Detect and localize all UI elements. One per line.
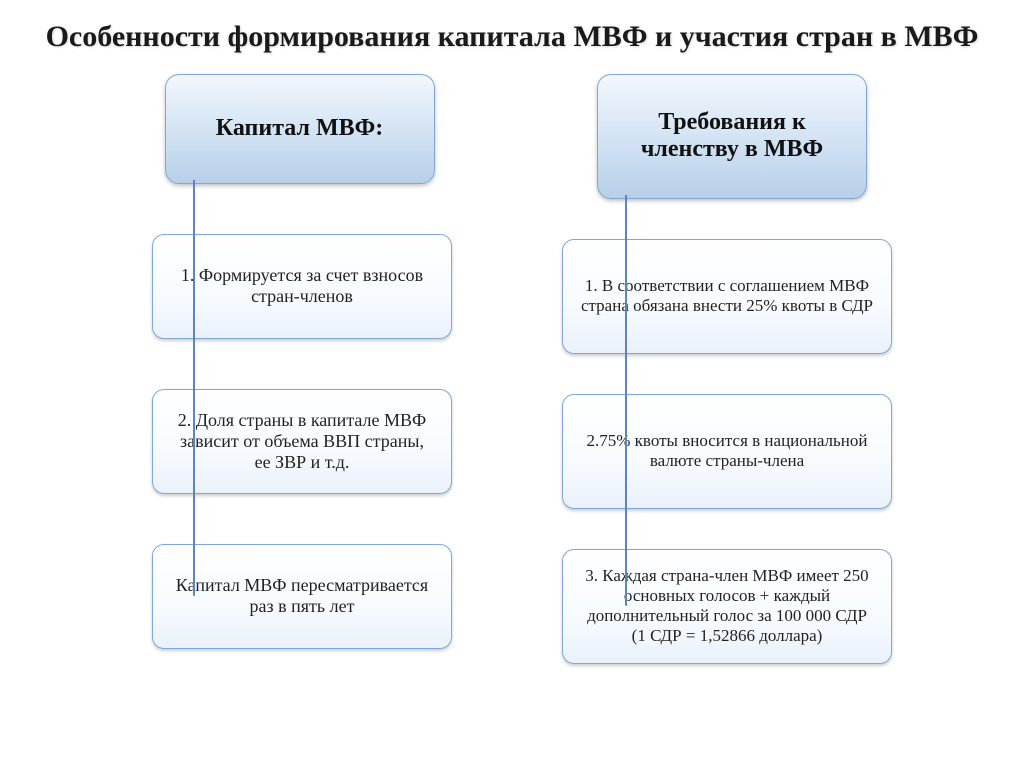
page-title: Особенности формирования капитала МВФ и … (0, 0, 1024, 64)
right-item: 2.75% квоты вносится в национальной валю… (562, 394, 892, 509)
right-connector (625, 195, 627, 607)
left-column: Капитал МВФ: 1. Формируется за счет взно… (142, 74, 442, 664)
left-header-box: Капитал МВФ: (165, 74, 435, 184)
right-item: 1. В соответствии с соглашением МВФ стра… (562, 239, 892, 354)
right-item: 3. Каждая страна-член МВФ имеет 250 осно… (562, 549, 892, 664)
left-item: 1. Формируется за счет взносов стран-чле… (152, 234, 452, 339)
right-header-label: Требования к членству в МВФ (616, 109, 848, 163)
left-connector (193, 180, 195, 597)
left-item-label: 1. Формируется за счет взносов стран-чле… (171, 265, 433, 307)
left-header-label: Капитал МВФ: (216, 115, 383, 142)
diagram-columns: Капитал МВФ: 1. Формируется за счет взно… (0, 64, 1024, 664)
left-item: Капитал МВФ пересматривается раз в пять … (152, 544, 452, 649)
left-item-label: 2. Доля страны в капитале МВФ зависит от… (171, 410, 433, 473)
right-header-box: Требования к членству в МВФ (597, 74, 867, 199)
right-column: Требования к членству в МВФ 1. В соответ… (552, 74, 882, 664)
left-item: 2. Доля страны в капитале МВФ зависит от… (152, 389, 452, 494)
left-item-label: Капитал МВФ пересматривается раз в пять … (171, 575, 433, 617)
